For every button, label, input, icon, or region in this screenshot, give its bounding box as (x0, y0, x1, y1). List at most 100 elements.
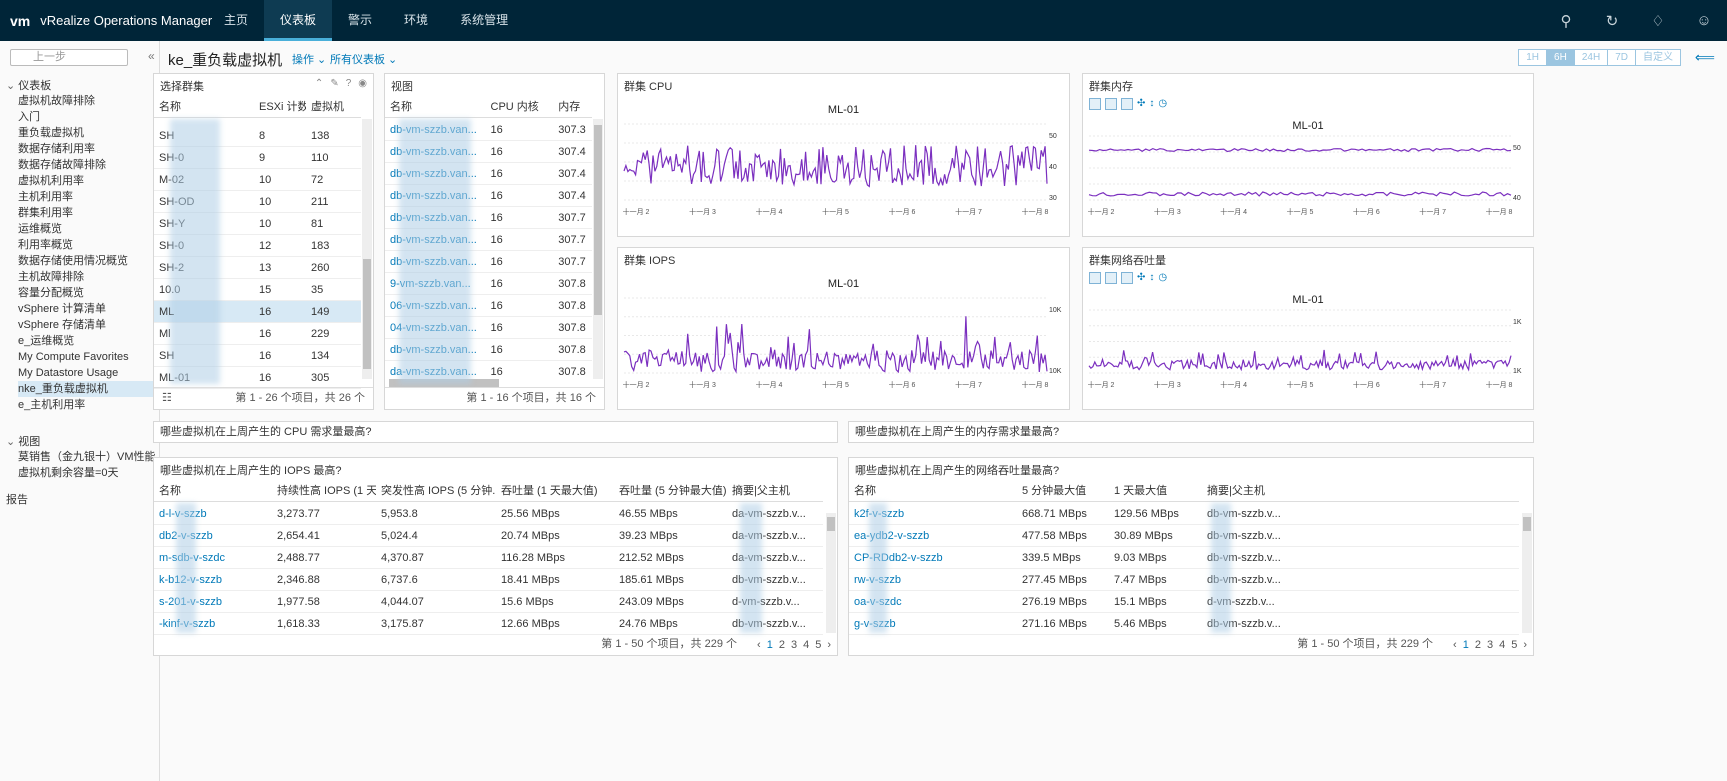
time-range-button[interactable]: 24H (1573, 49, 1609, 66)
sidebar-item[interactable]: 数据存储使用情况概览 (18, 255, 128, 267)
sidebar-item[interactable]: vSphere 计算清单 (18, 303, 107, 315)
memory-line-chart[interactable]: 50 40 十一月 2 十一月 3 十一月 4 十一月 5 十一月 6 十一月 7 十一月 8 (1083, 130, 1533, 236)
scrollbar-thumb[interactable] (1523, 517, 1531, 531)
vm-link[interactable]: k-b12-v-szzb (154, 574, 272, 586)
sidebar-item[interactable]: nke_重负载虚拟机 (18, 381, 158, 397)
table-row[interactable]: s-201-v-szzb 1,977.58 4,044.07 15.6 MBps 243… (154, 591, 823, 613)
time-range-button[interactable]: 1H (1518, 49, 1548, 66)
all-dashboards-menu[interactable]: 所有仪表板 ⌄ (330, 54, 398, 66)
iops-line-chart[interactable]: 10K 10K 十一月 2 十一月 3 十一月 4 十一月 5 十一月 6 十一月 7 十一月 … (618, 292, 1069, 409)
table-row[interactable]: -kinf-v-szzb 1,618.33 3,175.87 12.66 MBps 24… (154, 613, 823, 635)
prev-page-icon[interactable]: ‹ (757, 639, 761, 651)
sidebar-item[interactable]: 虚拟机故障排除 (18, 95, 95, 107)
sidebar-view-item[interactable]: 虚拟机剩余容量=0天 (18, 467, 119, 479)
page-number[interactable]: 1 (766, 639, 773, 651)
actions-menu[interactable]: 操作 ⌄ (292, 54, 327, 66)
sidebar-item[interactable]: vSphere 存储清单 (18, 319, 107, 331)
scrollbar[interactable] (1522, 513, 1532, 633)
share-icon[interactable]: ⟸ (1694, 49, 1715, 65)
sidebar-item[interactable]: 主机利用率 (18, 191, 73, 203)
page-number[interactable]: 4 (1499, 639, 1506, 651)
sidebar-section-dashboards[interactable]: ⌄ 仪表板 (6, 80, 52, 92)
table-row[interactable]: k-b12-v-szzb 2,346.88 6,737.6 18.41 MBps 185… (154, 569, 823, 591)
series-line[interactable] (1088, 191, 1512, 197)
fit-icon[interactable]: ↕ (1149, 98, 1155, 109)
table-row[interactable]: d-l-v-szzb 3,273.77 5,953.8 25.56 MBps 46.55… (154, 503, 823, 525)
series-line[interactable] (1088, 349, 1512, 372)
column-header[interactable]: 持续性高 IOPS (1 天... (277, 484, 376, 497)
collapse-icon[interactable]: ⌃ (314, 78, 324, 89)
sidebar-section-reports[interactable]: 报告 (6, 494, 28, 506)
search-icon[interactable]: ⚲ (1560, 12, 1572, 30)
sidebar-item[interactable]: 数据存储故障排除 (18, 159, 106, 171)
page-number[interactable]: 5 (1511, 639, 1518, 651)
scrollbar[interactable] (826, 513, 836, 633)
column-header[interactable]: 名称 (159, 100, 181, 113)
zoom-icon[interactable] (1089, 272, 1101, 284)
next-page-icon[interactable]: › (1523, 639, 1527, 651)
tab-administration[interactable]: 系统管理 (460, 13, 509, 27)
page-number[interactable]: 3 (790, 639, 798, 651)
column-header[interactable]: 1 天最大值 (1114, 484, 1168, 497)
scrollbar[interactable] (362, 119, 372, 379)
scrollbar[interactable] (593, 119, 603, 379)
series-line[interactable] (623, 316, 1048, 374)
sidebar-item[interactable]: 入门 (18, 111, 40, 123)
column-header[interactable]: 突发性高 IOPS (5 分钟... (381, 484, 496, 497)
line-icon[interactable] (1105, 272, 1117, 284)
vm-link[interactable]: -kinf-v-szzb (154, 618, 272, 630)
column-header[interactable]: 吞吐量 (1 天最大值) (501, 484, 598, 497)
series-line[interactable] (1088, 147, 1512, 153)
cpu-question-widget[interactable]: 哪些虚拟机在上周产生的 CPU 需求量最高? (153, 421, 838, 443)
clock-icon[interactable]: ◷ (1158, 98, 1168, 109)
column-header[interactable]: 名称 (159, 484, 181, 497)
brand[interactable]: vm vRealize Operations Manager (10, 0, 212, 41)
edit-icon[interactable]: ✎ (330, 78, 339, 89)
tab-home[interactable]: 主页 (224, 13, 249, 27)
table-row[interactable]: m-sdb-v-szdc 2,488.77 4,370.87 116.28 MBps 2… (154, 547, 823, 569)
vm-link[interactable]: s-201-v-szzb (154, 596, 272, 608)
clock-icon[interactable]: ◷ (1158, 272, 1168, 283)
back-button[interactable]: 上一步 (10, 49, 128, 66)
page-number[interactable]: 2 (778, 639, 785, 651)
tab-dashboards[interactable]: 仪表板 (264, 0, 333, 41)
sidebar-view-item[interactable]: 莫销售（金九银十）VM性能 (18, 451, 156, 463)
time-range-button[interactable]: 自定义 (1635, 49, 1681, 66)
sidebar-item[interactable]: e_运维概览 (18, 335, 75, 347)
sidebar-item[interactable]: My Compute Favorites (18, 351, 129, 363)
bell-icon[interactable]: ♢ (1651, 12, 1665, 30)
time-range-button[interactable]: 6H (1546, 49, 1575, 66)
column-header[interactable]: 吞吐量 (5 分钟最大值) (619, 484, 727, 497)
table-row[interactable]: db2-v-szzb 2,654.41 5,024.4 20.74 MBps 39.23… (154, 525, 823, 547)
network-line-chart[interactable]: 1K 1K 十一月 2 十一月 3 十一月 4 十一月 5 十一月 6 十一月 7 十一月 8 (1083, 304, 1533, 409)
column-header[interactable]: 名称 (390, 100, 412, 113)
tab-environment[interactable]: 环境 (404, 13, 429, 27)
next-page-icon[interactable]: › (827, 639, 831, 651)
column-header[interactable]: ESXi 计数 (259, 100, 306, 113)
prev-page-icon[interactable]: ‹ (1453, 639, 1457, 651)
zoom-icon[interactable] (1089, 98, 1101, 110)
user-icon[interactable]: ☺ (1696, 12, 1712, 29)
column-header[interactable]: 虚拟机 (311, 100, 344, 113)
vm-link[interactable]: db2-v-szzb (154, 530, 272, 542)
sidebar-item[interactable]: 数据存储利用率 (18, 143, 95, 155)
cpu-line-chart[interactable]: 50 40 30 十一月 2 十一月 3 十一月 4 十一月 5 十一月 6 十一月 7 十一月 … (618, 118, 1069, 236)
scrollbar-thumb[interactable] (827, 517, 835, 531)
sidebar-section-views[interactable]: ⌄ 视图 (6, 436, 41, 448)
page-number[interactable]: 1 (1462, 639, 1469, 651)
sidebar-item[interactable]: 主机故障排除 (18, 271, 84, 283)
help-icon[interactable]: ? (345, 78, 352, 89)
pan-icon[interactable] (1121, 98, 1133, 110)
sidebar-item[interactable]: 重负载虚拟机 (18, 127, 84, 139)
eye-icon[interactable]: ◉ (358, 78, 367, 89)
reset-icon[interactable]: ✣ (1137, 98, 1146, 109)
reset-icon[interactable]: ✣ (1137, 272, 1146, 283)
series-line[interactable] (623, 145, 1048, 188)
sidebar-item[interactable]: 群集利用率 (18, 207, 73, 219)
column-header[interactable]: 摘要|父主机 (732, 484, 790, 497)
page-number[interactable]: 5 (815, 639, 822, 651)
